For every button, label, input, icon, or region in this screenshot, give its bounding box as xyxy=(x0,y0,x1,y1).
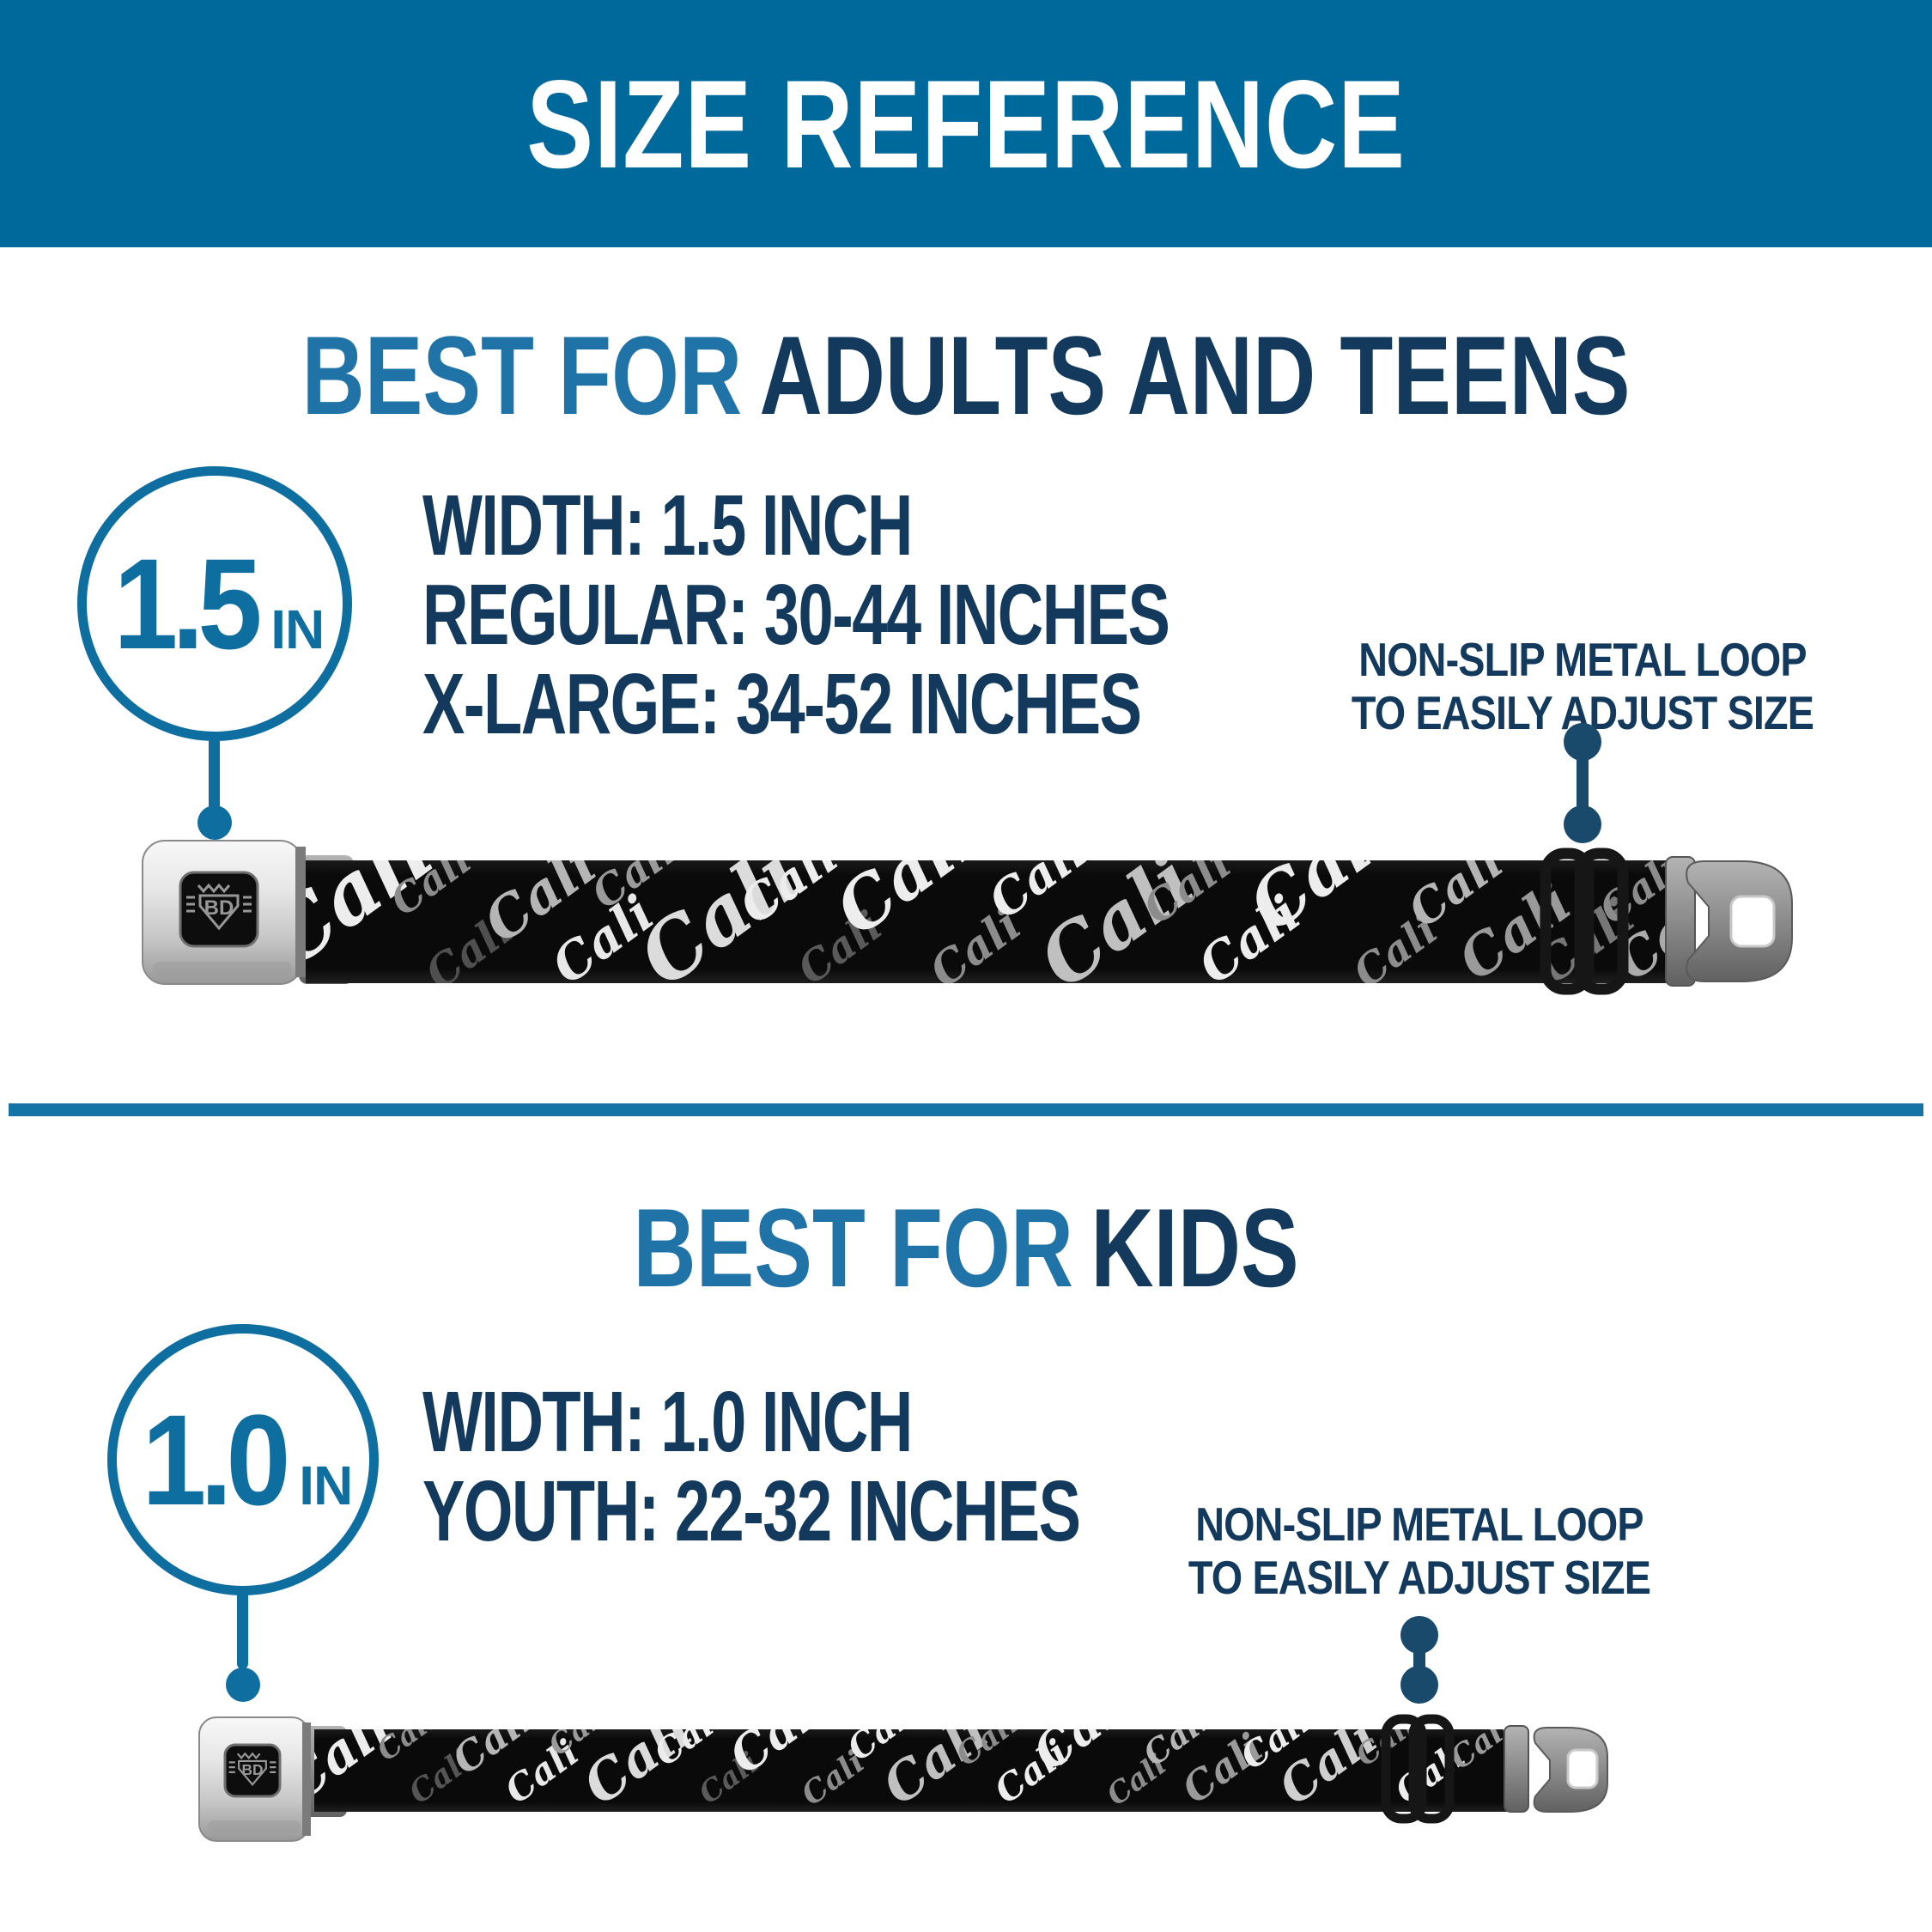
callout-pointer-line xyxy=(1577,740,1589,823)
buckle-shadow xyxy=(208,1820,301,1832)
section-heading: BEST FOR ADULTS AND TEENS xyxy=(213,319,1720,431)
tongue-hole xyxy=(1729,895,1776,948)
brand-shield-icon: BD xyxy=(228,1752,276,1786)
width-badge-circle: 1.5 IN xyxy=(77,466,352,741)
width-badge: 1.5 IN xyxy=(106,530,325,678)
width-badge: 1.0 IN xyxy=(134,1386,353,1534)
spec-line: X-LARGE: 34-52 INCHES xyxy=(422,656,1142,752)
callout-pointer-dot-bottom xyxy=(1400,1666,1438,1704)
brand-shield-icon: BD xyxy=(186,883,252,931)
buckle-logo-text: BD xyxy=(242,1761,264,1778)
seatbelt-buckle: BD xyxy=(142,840,306,985)
width-badge-circle: 1.0 IN xyxy=(107,1324,379,1595)
width-value: 1.5 xyxy=(112,531,262,676)
heading-accent: BEST FOR xyxy=(633,1185,1074,1310)
spec-line: YOUTH: 22-32 INCHES xyxy=(422,1463,1081,1559)
strap-pattern: CaliCaliCaliCaliCaliCaliCaliCaliCaliCali… xyxy=(306,860,1676,983)
callout-pointer-dot-top xyxy=(1400,1616,1438,1654)
section-divider xyxy=(9,1103,1923,1116)
callout-pointer-dot-top xyxy=(1564,723,1601,761)
width-unit: IN xyxy=(299,1454,353,1516)
size-specs: WIDTH: 1.5 INCH REGULAR: 30-44 INCHES X-… xyxy=(422,477,1170,752)
adult-belt-image: CaliCaliCaliCaliCaliCaliCaliCaliCaliCali… xyxy=(142,840,1793,995)
slider-loop xyxy=(1540,848,1629,995)
circle-pointer-line xyxy=(237,1590,248,1669)
buckle-logo-text: BD xyxy=(204,896,234,920)
width-unit: IN xyxy=(270,598,325,660)
tongue-hole xyxy=(1566,1748,1599,1789)
tongue-wrap xyxy=(1665,856,1696,987)
width-value: 1.0 xyxy=(141,1387,290,1532)
tongue-wrap xyxy=(1504,1725,1529,1813)
heading-accent: BEST FOR xyxy=(301,313,743,438)
spec-line: REGULAR: 30-44 INCHES xyxy=(422,567,1170,663)
seatbelt-buckle: BD xyxy=(198,1716,311,1842)
buckle-hinge xyxy=(302,1722,311,1836)
circle-pointer-line xyxy=(209,734,220,813)
metal-loop-callout: NON-SLIP METAL LOOP TO EASILY ADJUST SIZ… xyxy=(1127,1498,1711,1604)
banner: SIZE REFERENCE xyxy=(0,0,1932,247)
kids-belt-image: CaliCaliCaliCaliCaliCaliCaliCaliCaliCali… xyxy=(198,1714,1608,1842)
belt-tongue xyxy=(1504,1725,1608,1813)
heading-main: KIDS xyxy=(1091,1185,1299,1310)
callout-pointer-dot-bottom xyxy=(1564,805,1601,843)
callout-line: NON-SLIP METAL LOOP xyxy=(1358,633,1807,686)
belt-strap xyxy=(314,1729,1510,1812)
buckle-window xyxy=(223,1743,282,1798)
page-title: SIZE REFERENCE xyxy=(526,54,1406,194)
belt-tongue xyxy=(1665,856,1793,987)
size-specs: WIDTH: 1.0 INCH YOUTH: 22-32 INCHES xyxy=(422,1374,1081,1559)
callout-line: TO EASILY ADJUST SIZE xyxy=(1188,1550,1651,1604)
section-heading: BEST FOR KIDS xyxy=(213,1192,1720,1303)
buckle-hinge xyxy=(295,847,306,977)
spec-line: WIDTH: 1.5 INCH xyxy=(422,477,913,574)
circle-pointer-dot xyxy=(226,1668,260,1702)
buckle-window xyxy=(179,871,259,948)
spec-line: WIDTH: 1.0 INCH xyxy=(422,1374,913,1470)
circle-pointer-dot xyxy=(197,805,232,840)
slider-loop xyxy=(1381,1714,1455,1824)
buckle-shadow xyxy=(153,962,292,975)
callout-line: NON-SLIP METAL LOOP xyxy=(1195,1498,1643,1551)
heading-main: ADULTS AND TEENS xyxy=(759,313,1631,438)
belt-strap xyxy=(306,860,1676,983)
